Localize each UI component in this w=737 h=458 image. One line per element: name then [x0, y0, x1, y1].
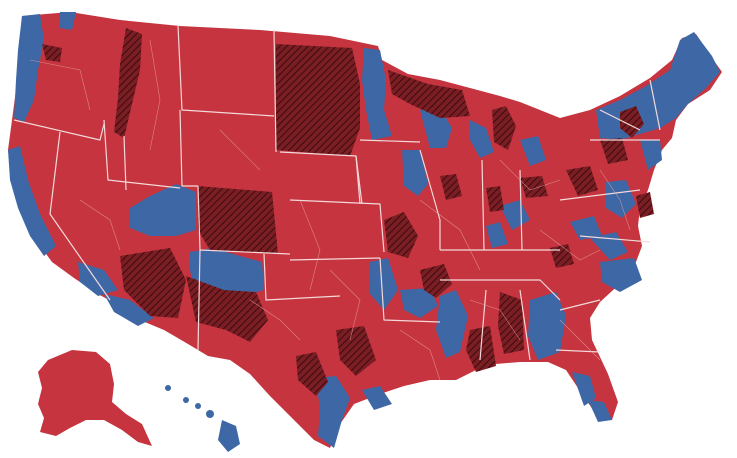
democratic-districts	[8, 12, 720, 448]
hawaii	[165, 385, 240, 452]
state-borders	[13, 25, 661, 361]
alaska	[38, 350, 152, 446]
flipped-districts	[42, 28, 654, 396]
district-borders	[29, 39, 631, 381]
